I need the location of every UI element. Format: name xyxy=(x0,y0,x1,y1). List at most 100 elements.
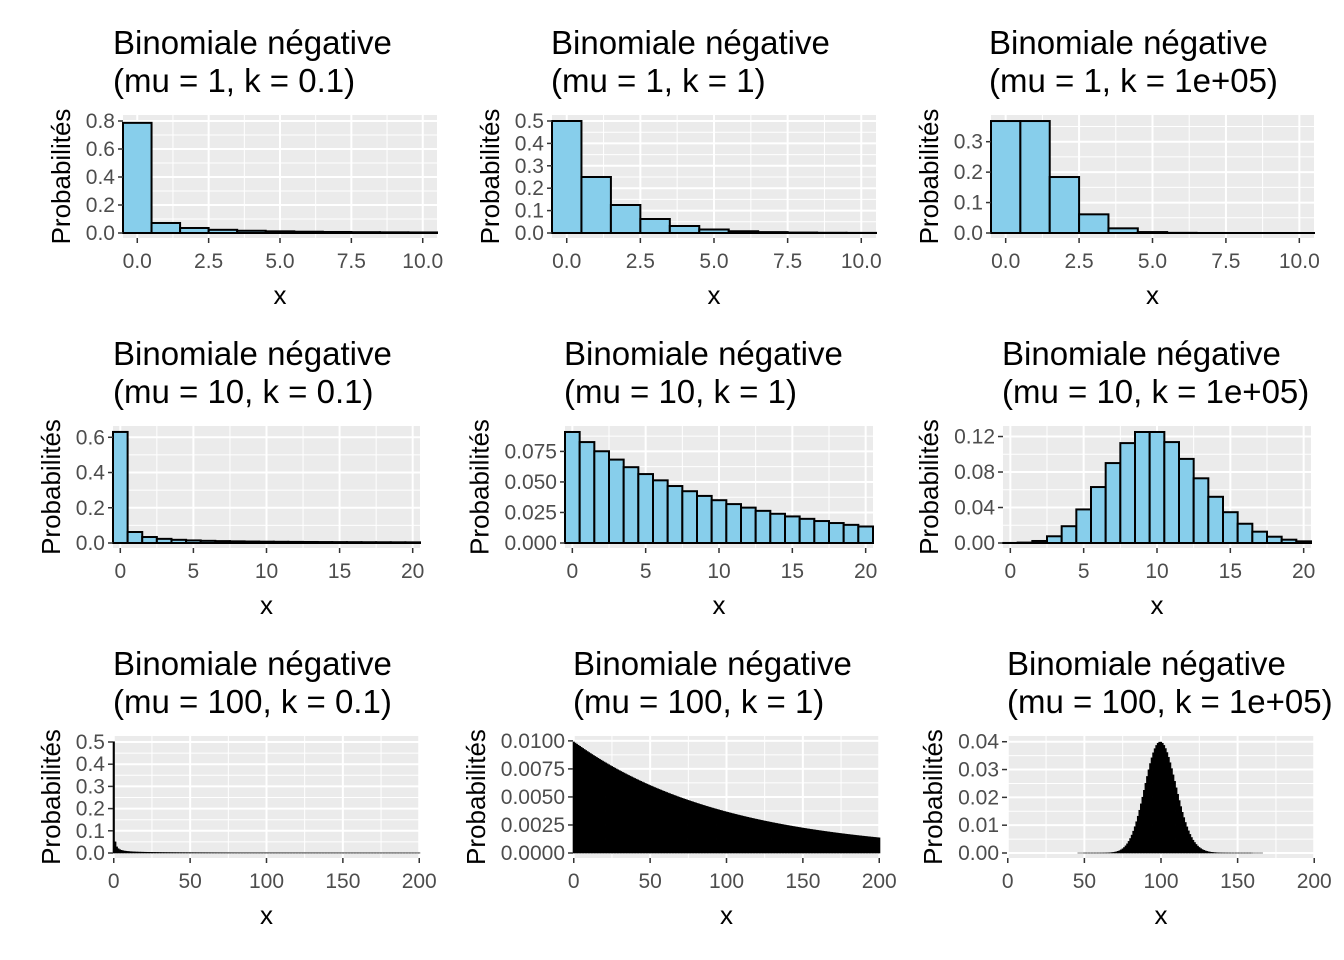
panel-title-line1: Binomiale négative xyxy=(989,24,1268,61)
y-tick-label: 0.4 xyxy=(76,753,106,776)
bar-x20 xyxy=(404,541,421,544)
bar-x11 xyxy=(725,503,742,544)
bar-x14 xyxy=(316,541,334,545)
x-tick-label: 2.5 xyxy=(626,250,655,273)
x-tick-label: 5.0 xyxy=(265,250,294,273)
x-tick-label: 10.0 xyxy=(841,250,882,273)
bar-x19 xyxy=(1280,538,1298,544)
bar-x12 xyxy=(287,540,305,545)
x-axis-label: x xyxy=(1155,900,1168,930)
panel-title-line2: (mu = 10, k = 1) xyxy=(564,373,797,410)
bar-x19 xyxy=(389,541,407,544)
bar-x6 xyxy=(199,539,217,545)
bar-x0 xyxy=(122,121,153,234)
y-tick-label: 0.0050 xyxy=(501,786,565,809)
bar-x13 xyxy=(754,509,772,544)
y-tick-label: 0.075 xyxy=(504,440,557,463)
panel-5: Binomiale négative(mu = 10, k = 1) 0.000 0… xyxy=(465,335,878,620)
bar-x14 xyxy=(769,512,786,545)
bar-x9 xyxy=(696,494,713,545)
x-tick-label: 200 xyxy=(402,870,437,893)
panel-title-line2: (mu = 10, k = 0.1) xyxy=(113,373,373,410)
bar-x17 xyxy=(1251,530,1269,544)
bar-x10 xyxy=(1148,430,1166,544)
x-tick-label: 5.0 xyxy=(1138,250,1167,273)
x-tick-label: 20 xyxy=(401,560,424,583)
bar-x7 xyxy=(1104,462,1122,544)
x-axis-label: x xyxy=(713,590,726,620)
y-tick-label: 0.0075 xyxy=(501,758,565,781)
panel-9: Binomiale négative(mu = 100, k = 1e+05) 0… xyxy=(918,645,1332,930)
bar-x16 xyxy=(345,541,363,544)
bar-x7 xyxy=(321,230,353,234)
panel-8: Binomiale négative(mu = 100, k = 1) 0.000… xyxy=(461,645,897,930)
bar-x2 xyxy=(609,204,642,234)
y-tick-label: 0.4 xyxy=(515,132,545,155)
bar-x5 xyxy=(264,230,296,235)
bar-x4 xyxy=(236,229,267,235)
bar-x1 xyxy=(578,441,596,544)
x-axis-label: x xyxy=(260,900,273,930)
x-tick-label: 150 xyxy=(785,870,820,893)
bar-x18 xyxy=(375,541,392,544)
bar-x9 xyxy=(1134,430,1151,545)
y-tick-label: 0.025 xyxy=(504,501,557,524)
bar-x6 xyxy=(1090,486,1107,544)
y-tick-label: 0.4 xyxy=(86,166,116,189)
panel-title-line2: (mu = 1, k = 1e+05) xyxy=(989,62,1278,99)
panel-title-line1: Binomiale négative xyxy=(113,645,392,682)
x-tick-label: 15 xyxy=(328,560,351,583)
y-axis-label: Probabilités xyxy=(36,419,66,555)
x-tick-label: 20 xyxy=(1292,560,1315,583)
panel-4: Binomiale négative(mu = 10, k = 0.1) 0.0 0… xyxy=(36,335,424,620)
bar-x0 xyxy=(112,741,115,854)
bar-x16 xyxy=(1236,522,1254,544)
y-tick-label: 0.04 xyxy=(954,497,995,520)
panel-7: Binomiale négative(mu = 100, k = 0.1) 0.0… xyxy=(36,645,437,930)
panel-title-line1: Binomiale négative xyxy=(113,24,392,61)
x-tick-label: 10 xyxy=(255,560,278,583)
panel-6: Binomiale négative(mu = 10, k = 1e+05) 0.… xyxy=(914,335,1315,620)
panel-title-line2: (mu = 100, k = 0.1) xyxy=(113,683,392,720)
bar-x20 xyxy=(1295,540,1313,544)
y-tick-label: 0.5 xyxy=(76,731,105,754)
bar-x18 xyxy=(1266,535,1283,544)
y-tick-label: 0.1 xyxy=(515,200,544,223)
bar-x3 xyxy=(608,458,625,544)
x-tick-label: 100 xyxy=(1143,870,1178,893)
x-tick-label: 7.5 xyxy=(773,250,802,273)
y-tick-label: 0.0 xyxy=(76,842,105,865)
bar-x14 xyxy=(1207,495,1225,544)
y-tick-label: 0.00 xyxy=(954,532,995,555)
x-tick-label: 15 xyxy=(1219,560,1242,583)
x-tick-label: 0.0 xyxy=(991,250,1020,273)
x-tick-label: 7.5 xyxy=(1211,250,1240,273)
x-tick-label: 5 xyxy=(1078,560,1090,583)
bar-x11 xyxy=(1163,441,1181,544)
y-tick-label: 0.1 xyxy=(76,820,105,843)
y-tick-label: 0.3 xyxy=(515,155,544,178)
panel-title-line1: Binomiale négative xyxy=(551,24,830,61)
bar-x9 xyxy=(243,540,261,545)
bar-x1 xyxy=(126,531,144,545)
x-tick-label: 100 xyxy=(249,870,284,893)
bar-x7 xyxy=(666,485,684,544)
bar-x15 xyxy=(331,541,348,545)
panel-2: Binomiale négative(mu = 1, k = 1)0.00.10… xyxy=(475,24,882,310)
y-tick-label: 0.6 xyxy=(76,426,105,449)
y-tick-label: 0.0 xyxy=(515,222,544,245)
x-tick-label: 50 xyxy=(638,870,661,893)
x-tick-label: 5 xyxy=(640,560,652,583)
bar-x5 xyxy=(1075,508,1093,544)
bar-x1 xyxy=(1019,120,1051,234)
y-tick-label: 0.3 xyxy=(76,775,105,798)
x-axis-label: x xyxy=(1146,280,1159,310)
x-axis-label: x xyxy=(708,280,721,310)
bar-x5 xyxy=(1136,231,1169,235)
bar-x13 xyxy=(302,540,319,544)
x-tick-label: 10 xyxy=(707,560,730,583)
x-tick-label: 200 xyxy=(1297,870,1332,893)
bar-x13 xyxy=(1192,477,1210,544)
y-tick-label: 0.8 xyxy=(86,110,115,133)
bar-x4 xyxy=(622,466,640,544)
